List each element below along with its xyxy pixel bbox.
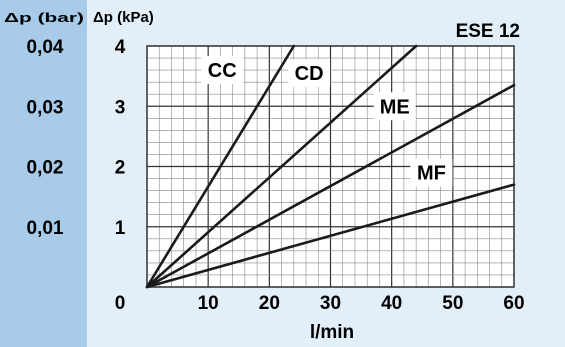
series-label-box-cd — [288, 59, 331, 88]
series-line-mf — [145, 183, 516, 289]
series-label-box-mf — [410, 158, 453, 187]
x-axis-label: l/min — [310, 322, 354, 343]
y-axis-label: Δp (kPa) — [93, 9, 154, 26]
y-tick-label-secondary: 0,02 — [27, 158, 64, 179]
x-tick-label: 60 — [503, 293, 524, 314]
y-tick-label-secondary: 0,04 — [27, 37, 64, 58]
series-lines — [145, 44, 516, 289]
y-tick-label: 1 — [115, 218, 126, 239]
series-line-cd — [145, 44, 418, 289]
series-label-cc: CC — [208, 60, 237, 82]
y-tick-label: 3 — [115, 97, 126, 118]
grid — [146, 45, 515, 288]
x-tick-label: 30 — [320, 293, 341, 314]
x-tick-label: 50 — [442, 293, 463, 314]
y-tick-label: 2 — [115, 158, 126, 179]
series-line-me — [145, 83, 516, 289]
series-label-cd: CD — [295, 63, 324, 85]
series-line-cc — [145, 44, 296, 289]
bar-scale-panel — [0, 0, 87, 347]
series-labels: CC CD ME MF — [201, 56, 453, 187]
series-label-box-me — [373, 92, 416, 121]
y-tick-label-secondary: 0,01 — [27, 218, 64, 239]
tick-labels: 0 10 20 30 40 50 60 1 2 3 4 0,01 0,02 0,03 0,04 — [27, 37, 525, 314]
series-label-box-cc — [201, 56, 244, 85]
series-label-mf: MF — [417, 163, 446, 185]
x-tick-label: 0 — [115, 293, 126, 314]
x-tick-label: 10 — [198, 293, 219, 314]
y-tick-label: 4 — [115, 37, 126, 58]
x-tick-label: 40 — [381, 293, 402, 314]
x-tick-label: 20 — [259, 293, 280, 314]
series-label-me: ME — [380, 96, 410, 118]
plot-border — [146, 45, 515, 288]
y-axis-label-secondary: Δp (bar) — [4, 10, 84, 25]
title: ESE 12 — [456, 21, 520, 42]
y-tick-label-secondary: 0,03 — [27, 97, 64, 118]
